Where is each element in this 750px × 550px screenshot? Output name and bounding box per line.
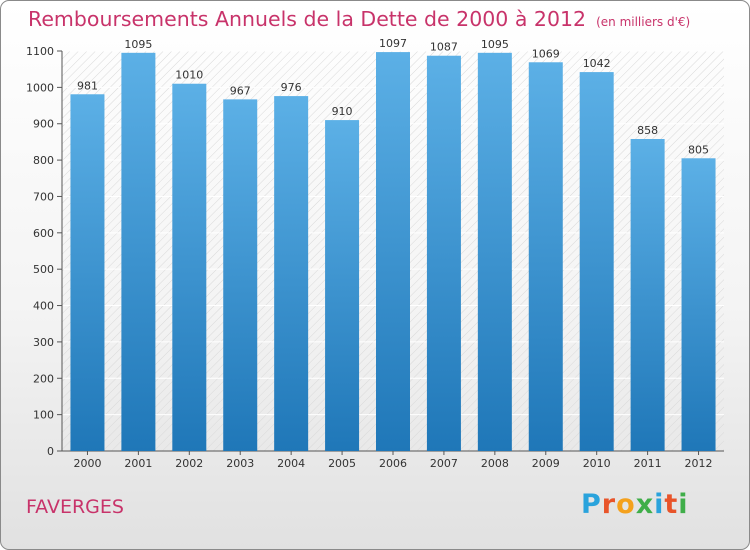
y-tick-label: 700 xyxy=(33,190,54,203)
bar xyxy=(325,120,360,451)
bar xyxy=(274,96,309,451)
y-tick-label: 1000 xyxy=(26,81,54,94)
data-label: 1069 xyxy=(532,47,560,60)
x-tick-label: 2010 xyxy=(583,457,611,470)
y-tick-label: 900 xyxy=(33,118,54,131)
x-tick-label: 2011 xyxy=(634,457,662,470)
x-tick-label: 2005 xyxy=(328,457,356,470)
x-tick-label: 2006 xyxy=(379,457,407,470)
chart-title: Remboursements Annuels de la Dette de 20… xyxy=(28,7,690,31)
data-label: 805 xyxy=(688,143,709,156)
y-tick-label: 300 xyxy=(33,336,54,349)
bar xyxy=(172,83,207,452)
bar xyxy=(477,52,512,452)
data-label: 1095 xyxy=(481,38,509,51)
bar xyxy=(579,72,614,451)
unit-label: (en milliers d'€) xyxy=(596,15,691,29)
x-tick-label: 2012 xyxy=(685,457,713,470)
x-tick-label: 2002 xyxy=(175,457,203,470)
logo-letter: r xyxy=(601,489,617,520)
data-label: 1087 xyxy=(430,41,458,54)
y-tick-label: 400 xyxy=(33,300,54,313)
y-tick-label: 600 xyxy=(33,227,54,240)
logo-letter: P xyxy=(581,489,602,520)
y-tick-label: 100 xyxy=(33,409,54,422)
bar xyxy=(70,94,105,451)
data-label: 967 xyxy=(230,84,251,97)
data-label: 976 xyxy=(281,81,302,94)
logo-letter: t xyxy=(664,489,679,520)
bar xyxy=(426,55,461,452)
data-label: 1097 xyxy=(379,37,407,50)
x-tick-label: 2003 xyxy=(226,457,254,470)
bar xyxy=(528,62,563,451)
logo-letter: x xyxy=(635,489,655,520)
logo-letter: i xyxy=(678,489,689,520)
x-tick-label: 2007 xyxy=(430,457,458,470)
data-label: 981 xyxy=(77,79,98,92)
logo-letter: i xyxy=(654,489,665,520)
data-label: 1042 xyxy=(583,57,611,70)
bar xyxy=(121,52,156,452)
x-tick-label: 2008 xyxy=(481,457,509,470)
title-text: Remboursements Annuels de la Dette de 20… xyxy=(28,7,587,31)
proxiti-logo: Proxiti xyxy=(581,489,689,520)
bar xyxy=(223,99,258,451)
data-label: 1010 xyxy=(175,69,203,82)
y-tick-label: 200 xyxy=(33,372,54,385)
y-tick-label: 800 xyxy=(33,154,54,167)
commune-name: FAVERGES xyxy=(26,496,124,518)
data-label: 910 xyxy=(332,105,353,118)
bar xyxy=(376,52,410,451)
x-tick-label: 2000 xyxy=(73,457,101,470)
bar xyxy=(630,139,665,451)
y-tick-label: 1100 xyxy=(26,45,54,58)
bar xyxy=(681,158,716,452)
logo-letter: o xyxy=(616,489,636,520)
x-tick-label: 2004 xyxy=(277,457,305,470)
data-label: 1095 xyxy=(124,38,152,51)
data-label: 858 xyxy=(637,124,658,137)
x-tick-label: 2001 xyxy=(124,457,152,470)
y-tick-label: 0 xyxy=(47,445,54,458)
x-tick-label: 2009 xyxy=(532,457,560,470)
y-tick-label: 500 xyxy=(33,263,54,276)
